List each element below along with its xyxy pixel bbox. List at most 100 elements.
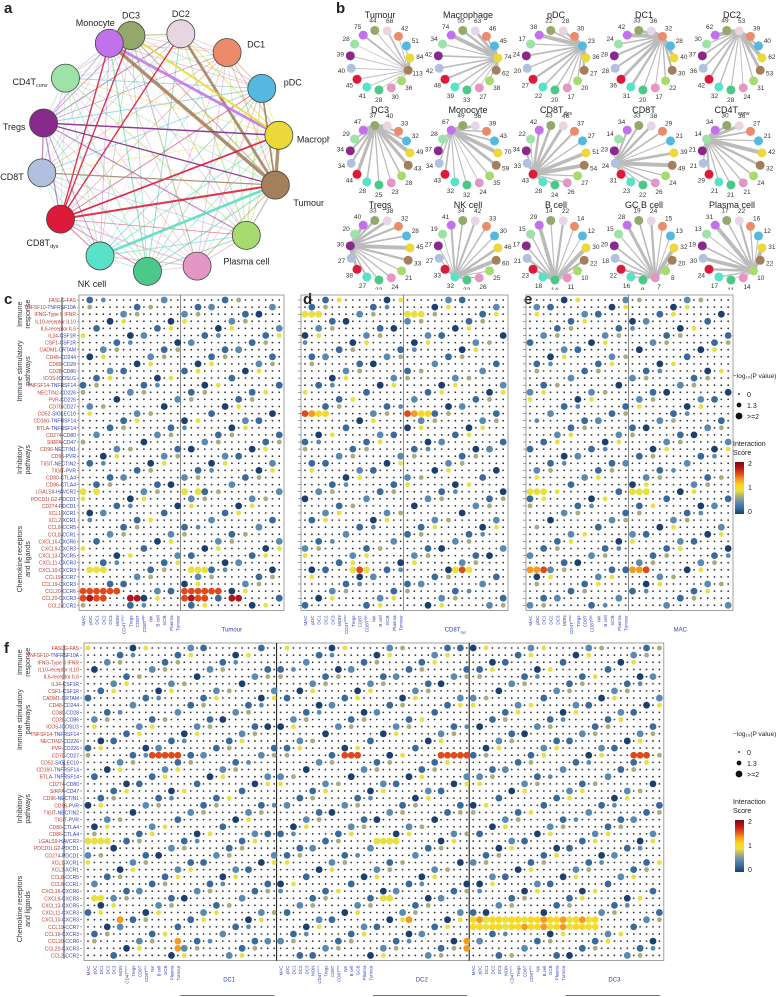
dot bbox=[712, 347, 717, 353]
dot bbox=[335, 396, 343, 403]
network-edge-strong bbox=[130, 34, 280, 137]
dot bbox=[358, 434, 361, 436]
dot bbox=[447, 327, 450, 330]
mini-node bbox=[745, 126, 755, 136]
dot bbox=[529, 377, 531, 379]
dot bbox=[195, 524, 201, 530]
dot bbox=[570, 348, 572, 351]
dot bbox=[107, 375, 113, 381]
dot bbox=[176, 583, 179, 585]
dot bbox=[324, 313, 327, 316]
dot bbox=[129, 426, 132, 429]
dot bbox=[278, 448, 281, 450]
mini-node bbox=[522, 253, 532, 263]
mini-node-count: 22 bbox=[669, 85, 677, 92]
dot bbox=[468, 341, 470, 344]
dot bbox=[576, 320, 579, 323]
dot bbox=[251, 455, 254, 458]
mini-node bbox=[534, 125, 544, 135]
dot bbox=[611, 505, 613, 507]
dot bbox=[542, 377, 545, 379]
dot bbox=[351, 434, 354, 436]
dot bbox=[535, 448, 538, 450]
dot bbox=[210, 441, 213, 443]
dot bbox=[197, 540, 199, 543]
dot bbox=[535, 505, 538, 507]
dot bbox=[379, 455, 382, 458]
dot bbox=[181, 523, 188, 531]
mini-edge bbox=[349, 219, 389, 248]
dot bbox=[399, 526, 402, 529]
mini-node-count: 18 bbox=[602, 258, 610, 265]
dot bbox=[549, 497, 552, 500]
dot bbox=[126, 388, 134, 396]
mini-node-count: 42 bbox=[768, 149, 776, 156]
dot bbox=[481, 590, 484, 592]
dot bbox=[143, 348, 145, 351]
mini-edge bbox=[374, 125, 392, 183]
dot bbox=[251, 483, 254, 486]
mini-node-count: 27 bbox=[590, 71, 598, 78]
dot bbox=[713, 462, 716, 465]
dot bbox=[215, 439, 221, 445]
mini-edge bbox=[615, 161, 673, 168]
dot bbox=[237, 490, 240, 493]
dot bbox=[148, 517, 154, 523]
lr-pair-label: CD80-CD28 bbox=[52, 710, 79, 716]
dot bbox=[604, 426, 607, 429]
dot bbox=[713, 476, 716, 479]
network-edge bbox=[41, 172, 247, 236]
group-label: response bbox=[25, 300, 32, 329]
dot bbox=[563, 426, 566, 429]
dot bbox=[693, 320, 695, 323]
mini-node-count: 23 bbox=[522, 273, 530, 280]
network-edge bbox=[108, 43, 198, 267]
dot bbox=[126, 601, 134, 609]
dot bbox=[665, 412, 668, 415]
mini-node bbox=[403, 65, 413, 75]
dot bbox=[133, 594, 141, 602]
network-edge bbox=[41, 43, 110, 174]
dot bbox=[638, 426, 641, 429]
dot bbox=[686, 526, 689, 529]
dot bbox=[556, 554, 559, 557]
mini-node-count: 27 bbox=[581, 180, 589, 187]
dot bbox=[102, 419, 105, 422]
dot bbox=[224, 497, 227, 500]
dot bbox=[190, 363, 193, 365]
dot bbox=[136, 448, 139, 450]
dot bbox=[617, 448, 620, 450]
dot bbox=[365, 412, 368, 415]
mini-node-count: 11 bbox=[568, 284, 575, 290]
dot bbox=[706, 334, 709, 337]
dot bbox=[433, 455, 436, 458]
dot bbox=[210, 398, 213, 401]
dot bbox=[468, 412, 470, 415]
dot bbox=[638, 519, 641, 521]
dot bbox=[461, 426, 464, 429]
dot bbox=[413, 441, 416, 443]
dot bbox=[473, 347, 479, 353]
mini-node-count: 22 bbox=[562, 208, 570, 215]
mini-node bbox=[738, 83, 748, 93]
dot bbox=[432, 311, 438, 317]
mini-node-count: 42 bbox=[618, 24, 626, 31]
dot bbox=[236, 510, 242, 516]
dot bbox=[454, 370, 457, 372]
dot bbox=[576, 497, 579, 500]
dot bbox=[163, 412, 166, 415]
dot bbox=[691, 595, 697, 601]
dot bbox=[372, 590, 375, 592]
dot bbox=[168, 432, 174, 438]
mini-edge bbox=[453, 220, 477, 278]
dot bbox=[376, 325, 384, 332]
dot bbox=[631, 391, 634, 394]
dot bbox=[488, 547, 491, 550]
dot bbox=[386, 441, 388, 443]
dot bbox=[237, 419, 240, 422]
dot bbox=[693, 299, 695, 301]
dot bbox=[583, 327, 586, 330]
dot bbox=[474, 490, 477, 493]
dot bbox=[624, 497, 627, 500]
